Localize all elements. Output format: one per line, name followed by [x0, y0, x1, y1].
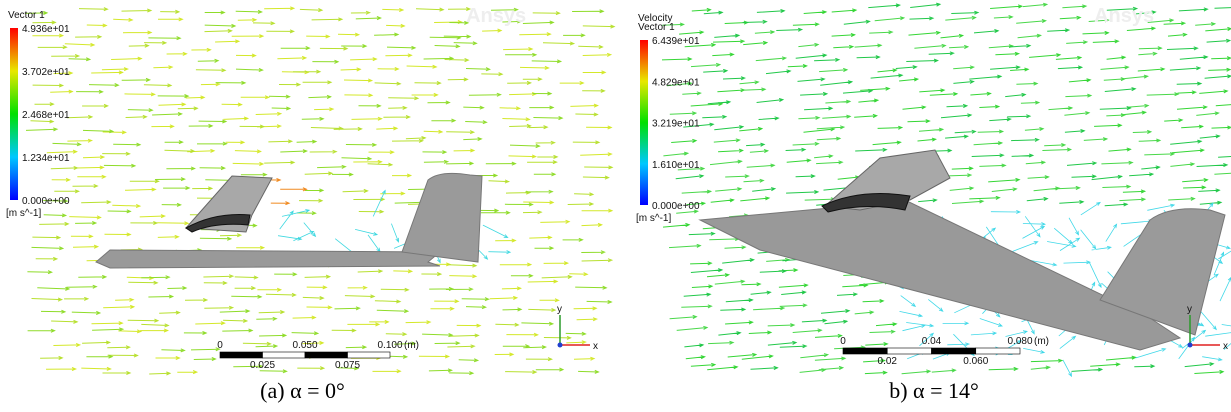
legend-tick-label: 4.829e+01: [652, 77, 700, 88]
scale-label: 0.025: [250, 360, 275, 371]
legend-tick-label: 3.219e+01: [652, 119, 700, 130]
scale-label: 0: [840, 336, 846, 347]
fuselage: [96, 250, 440, 268]
scale-label: 0.04: [922, 336, 942, 347]
legend-unit: [m s^-1]: [6, 208, 41, 219]
scale-bar-segment: [887, 348, 931, 354]
triad-label: y: [1187, 304, 1192, 315]
triad-label: y: [557, 304, 562, 315]
legend-title: Vector 1: [638, 22, 675, 33]
tail-fin: [402, 173, 482, 262]
scale-bar-segment: [305, 352, 348, 358]
triad-label: x: [1223, 341, 1228, 352]
flow-vectors: [31, 8, 615, 376]
scale-label: 0.060: [963, 356, 988, 367]
scale-label: 0.075: [335, 360, 360, 371]
scale-label: 0.02: [878, 356, 898, 367]
scale-unit: (m): [1034, 336, 1049, 347]
fuselage: [700, 200, 1180, 350]
scale-label: 0.050: [292, 340, 317, 351]
scale-bar-segment: [976, 348, 1020, 354]
scale-bar-segment: [220, 352, 263, 358]
watermark: Ansys: [466, 5, 526, 27]
scale-label: 0: [217, 340, 223, 351]
legend-tick-label: 6.439e+01: [652, 36, 700, 47]
caption: b) α = 14°: [889, 378, 979, 403]
triad-origin: [1188, 343, 1193, 348]
panel-a: Ansys Vector 1 4.936e+01 3.702e+01 2.468e+01…: [6, 5, 614, 403]
triad-origin: [558, 343, 563, 348]
legend-tick-label: 4.936e+01: [22, 24, 70, 35]
scale-bar-segment: [263, 352, 306, 358]
scale-bar-segment: [932, 348, 976, 354]
legend-tick-label: 2.468e+01: [22, 110, 70, 121]
figure: Ansys Vector 1 4.936e+01 3.702e+01 2.468e+01…: [0, 0, 1231, 412]
scale-bar-segment: [348, 352, 391, 358]
legend-tick-label: 1.234e+01: [22, 153, 70, 164]
watermark: Ansys: [1094, 5, 1154, 27]
legend-unit: [m s^-1]: [636, 213, 671, 224]
caption: (a) α = 0°: [260, 378, 345, 403]
scale-label: 0.100: [377, 340, 402, 351]
legend-tick-label: 0.000e+00: [22, 196, 70, 207]
scale-label: 0.080: [1007, 336, 1032, 347]
color-bar: [640, 40, 648, 205]
legend-tick-label: 1.610e+01: [652, 160, 700, 171]
legend-title: Vector 1: [8, 10, 45, 21]
legend-tick-label: 0.000e+00: [652, 201, 700, 212]
legend-tick-label: 3.702e+01: [22, 67, 70, 78]
color-bar: [10, 28, 18, 200]
triad-label: x: [593, 341, 598, 352]
scale-bar-segment: [843, 348, 887, 354]
flow-vectors: [25, 8, 611, 375]
scale-unit: (m): [404, 340, 419, 351]
